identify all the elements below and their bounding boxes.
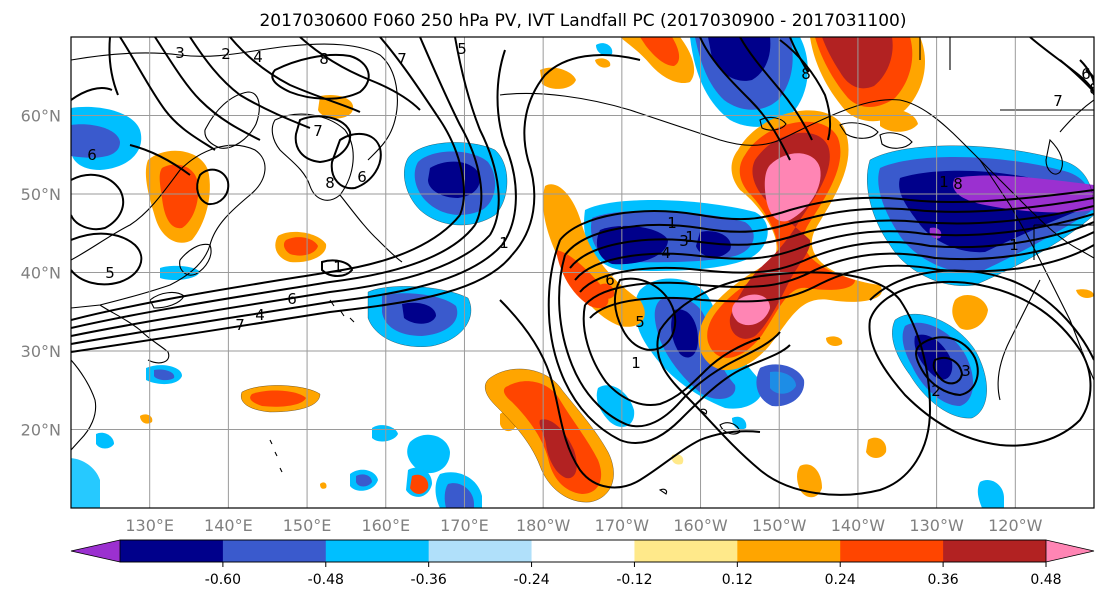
colorbar-extend-max-arrow — [1046, 540, 1094, 562]
pv-contour-label: 1 — [685, 228, 695, 246]
pv-contour-label: 1 — [1009, 236, 1019, 254]
colorbar: -0.60 -0.48 -0.36 -0.24 -0.12 0.12 0.24 0.36 0.4… — [70, 539, 1095, 588]
map-frame — [70, 36, 1095, 509]
colorbar-extend-min-arrow — [71, 540, 120, 562]
lon-tick-label: 130°W — [909, 516, 964, 535]
lon-tick-label: 150°W — [752, 516, 807, 535]
lon-tick-label: 120°W — [988, 516, 1043, 535]
lon-tick-label: 160°W — [673, 516, 728, 535]
colorbar-tick-label: -0.60 — [205, 572, 241, 588]
colorbar-tick-label: -0.48 — [308, 572, 344, 588]
coastlines — [71, 37, 1094, 495]
colorbar-bin — [325, 540, 430, 562]
colorbar-bin — [531, 540, 635, 562]
pv-contour-label: 8 — [325, 174, 335, 192]
pv-contour-label: 8 — [801, 65, 811, 83]
pv-contour-label: 7 — [1053, 92, 1063, 110]
lat-tick-label: 20°N — [21, 421, 61, 440]
pv-contour-label: 1 — [333, 258, 343, 276]
pv-contour-label: 2 — [931, 382, 941, 400]
pv-contour-label: 4 — [253, 48, 263, 66]
pv-contour-label: 7 — [313, 122, 323, 140]
colorbar-bin — [840, 540, 944, 562]
negative-anomaly-30n-170e — [368, 286, 471, 347]
pv-contour-label: 4 — [255, 306, 265, 324]
pv-contour-label: 5 — [105, 264, 115, 282]
pv-contour-label: 1 — [939, 173, 949, 191]
colorbar-tick-label: 0.36 — [928, 572, 959, 588]
pv-contour-label: 7 — [235, 316, 245, 334]
lon-tick-label: 170°W — [595, 516, 650, 535]
pv-contour-label: 1 — [667, 214, 677, 232]
colorbar-tick-label: -0.36 — [411, 572, 447, 588]
lon-tick-label: 150°E — [283, 516, 332, 535]
pv-contour-label: 5 — [635, 313, 645, 331]
positive-anomaly-small-cells — [140, 37, 1094, 498]
colorbar-bin — [222, 540, 327, 562]
lon-tick-label: 130°E — [125, 516, 174, 535]
colorbar-bin — [634, 540, 738, 562]
colorbar-bin — [120, 540, 224, 562]
colorbar-bin — [737, 540, 841, 562]
map-title: 2017030600 F060 250 hPa PV, IVT Landfall… — [259, 11, 906, 31]
lon-tick-label: 160°E — [361, 516, 410, 535]
pv-contour-label: 6 — [1081, 65, 1091, 83]
lon-tick-label: 140°E — [204, 516, 253, 535]
pv-contour-label: 5 — [457, 40, 467, 58]
pv-contours — [71, 37, 1094, 496]
negative-anomaly-nw-pacific — [71, 106, 142, 170]
colorbar-tick-label: 0.12 — [722, 572, 753, 588]
negative-anomaly-alaska-top — [690, 37, 808, 127]
pv-contour-label: 8 — [319, 50, 329, 68]
negative-anomaly-small-cells — [71, 43, 1004, 508]
colorbar-bin — [943, 540, 1047, 562]
pv-contour-label: 8 — [953, 175, 963, 193]
pv-contour-labels: 32485787866151647113465181321687 — [87, 40, 1099, 400]
pv-contour-label: 3 — [961, 362, 971, 380]
pv-contour-label: 3 — [679, 232, 689, 250]
pv-contour-label: 3 — [175, 44, 185, 62]
latitude-axis: 60°N 50°N 40°N 30°N 20°N — [21, 107, 61, 440]
colorbar-tick-label: -0.12 — [616, 572, 652, 588]
colorbar-tick-label: 0.24 — [825, 572, 856, 588]
pv-contour-label: 1 — [631, 354, 641, 372]
map-panel: 32485787866151647113465181321687 — [71, 37, 1099, 508]
colorbar-bin — [428, 540, 533, 562]
pv-contour-label: 6 — [605, 271, 615, 289]
colorbar-tick-label: 0.48 — [1030, 572, 1061, 588]
lon-tick-label: 140°W — [831, 516, 886, 535]
pv-contour-label: 8 — [1089, 80, 1099, 98]
pv-contour-label: 6 — [87, 146, 97, 164]
pv-contour-label: 1 — [499, 234, 509, 252]
positive-anomaly-japan — [145, 150, 210, 243]
pv-contour-label: 2 — [221, 45, 231, 63]
pv-contour-label: 6 — [287, 290, 297, 308]
lat-tick-label: 50°N — [21, 185, 61, 204]
lon-tick-label: 170°E — [440, 516, 489, 535]
positive-anomaly-dateline-40n — [542, 184, 645, 327]
pv-contour-label: 7 — [397, 50, 407, 68]
longitude-axis: 130°E 140°E 150°E 160°E 170°E 180°W 170°W 160°W… — [125, 516, 1042, 535]
lat-tick-label: 60°N — [21, 107, 61, 126]
pv-contour-label: 4 — [661, 244, 671, 262]
lat-tick-label: 30°N — [21, 342, 61, 361]
pv-contour-label: 6 — [357, 168, 367, 186]
lat-tick-label: 40°N — [21, 264, 61, 283]
colorbar-tick-label: -0.24 — [513, 572, 549, 588]
lon-tick-label: 180°W — [516, 516, 571, 535]
